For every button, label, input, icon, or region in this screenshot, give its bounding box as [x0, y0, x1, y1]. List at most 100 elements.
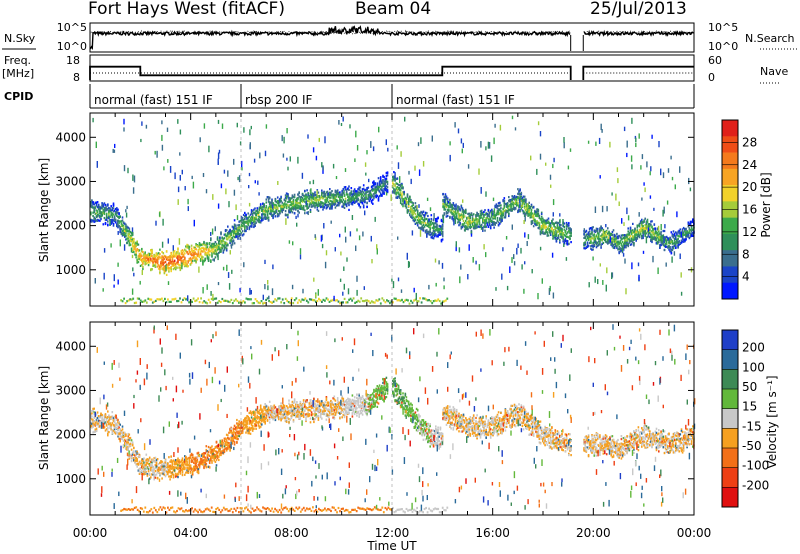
power-cell [445, 195, 448, 198]
power-cell [171, 264, 174, 267]
power-cell [460, 227, 463, 230]
power-cell [274, 210, 277, 213]
power-cell [171, 254, 174, 257]
power-cell [199, 258, 202, 261]
power-cell [167, 256, 169, 259]
power-cell [239, 226, 242, 229]
power-cell [157, 252, 160, 255]
power-cell [412, 216, 414, 219]
power-cell [238, 229, 240, 232]
power-cell [493, 215, 495, 218]
power-cell [435, 225, 437, 228]
cpid-label: CPID [4, 90, 33, 103]
power-cell [656, 231, 659, 234]
power-cell [266, 208, 269, 211]
power-cell [235, 204, 237, 211]
power-cell [669, 247, 671, 250]
power-cell [436, 217, 438, 220]
power-cell [591, 229, 593, 232]
power-cell [132, 174, 134, 181]
power-cell [402, 205, 404, 208]
power-cell [632, 229, 634, 232]
power-cell [282, 208, 285, 212]
power-cell [692, 228, 694, 231]
power-cell [418, 216, 420, 219]
power-cell [423, 214, 426, 217]
power-cell [515, 201, 518, 204]
power-cell [413, 210, 416, 213]
power-cell [497, 221, 500, 224]
power-cell [415, 221, 418, 224]
power-cell [292, 206, 295, 209]
power-cell [304, 197, 306, 200]
power-cell [323, 191, 325, 194]
power-cell [453, 216, 456, 219]
power-cell [366, 187, 368, 190]
power-cell [373, 192, 375, 195]
power-cell [675, 245, 677, 248]
power-cell [569, 237, 571, 241]
power-cell [494, 222, 496, 225]
power-cell [636, 237, 639, 240]
power-cell [270, 208, 272, 211]
power-cell [214, 252, 217, 255]
power-cell [402, 197, 404, 201]
power-cell [421, 226, 423, 229]
power-cell [270, 204, 272, 207]
power-cell [328, 300, 331, 303]
power-cell [452, 214, 455, 217]
power-cell [398, 196, 401, 199]
power-cell [125, 229, 127, 232]
power-cell [621, 234, 624, 237]
power-cell [416, 210, 419, 213]
power-cell [352, 192, 355, 195]
power-cell [232, 232, 235, 235]
power-cell [147, 264, 150, 267]
power-cell [265, 298, 267, 302]
power-cell [519, 210, 521, 213]
power-cell [470, 221, 473, 224]
power-cell [508, 214, 510, 218]
power-cell [420, 220, 422, 223]
power-cell [305, 193, 307, 196]
power-cell [665, 245, 668, 248]
power-cell [144, 259, 146, 262]
power-cell [362, 184, 365, 187]
power-cell [228, 235, 230, 239]
power-cell [592, 237, 594, 240]
power-cell [386, 183, 389, 186]
power-cell [455, 216, 458, 220]
power-cell [131, 240, 134, 243]
power-cell [268, 202, 271, 205]
power-cell [382, 174, 384, 177]
power-cell [537, 226, 540, 230]
power-cell [403, 193, 405, 196]
power-cell [681, 240, 684, 243]
power-cell [438, 231, 440, 234]
power-cell [262, 218, 264, 221]
power-cell [445, 212, 448, 215]
power-cell [410, 210, 412, 213]
power-cell [502, 208, 504, 211]
power-cell [222, 237, 225, 240]
power-cell [358, 191, 360, 194]
power-cell [637, 232, 640, 235]
power-cell [263, 210, 265, 213]
power-cell [202, 287, 204, 294]
power-cell [546, 218, 549, 221]
power-cell [198, 255, 201, 259]
power-cell [338, 204, 340, 207]
power-cell [493, 226, 495, 229]
power-cell [478, 218, 481, 221]
power-cell [525, 205, 527, 208]
power-cell [517, 188, 519, 191]
power-cell [295, 199, 297, 202]
power-cell [283, 203, 286, 206]
power-cell [210, 297, 213, 301]
power-cell [437, 228, 439, 231]
power-cell [159, 265, 161, 269]
power-cell [477, 225, 479, 228]
power-cell [613, 243, 616, 246]
power-cell [445, 215, 448, 218]
power-cell [126, 300, 128, 303]
